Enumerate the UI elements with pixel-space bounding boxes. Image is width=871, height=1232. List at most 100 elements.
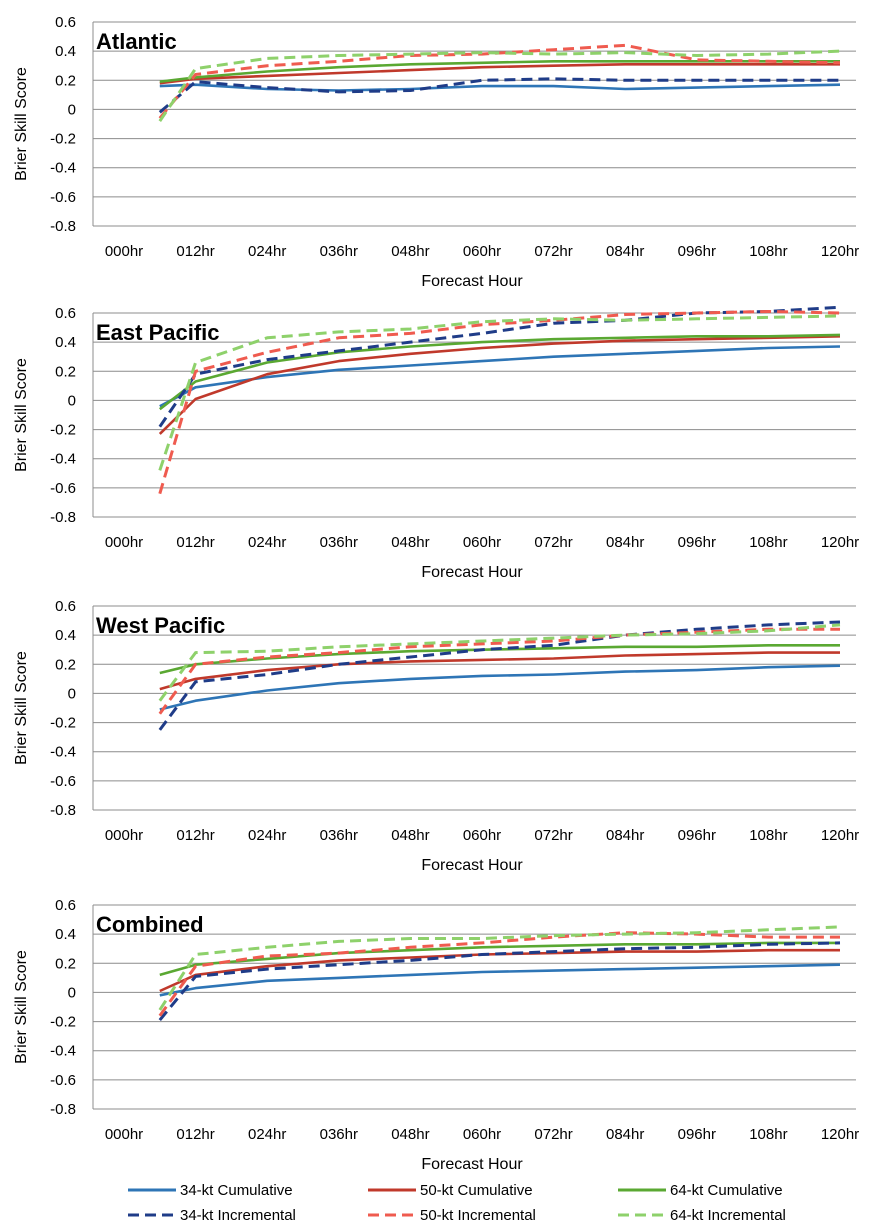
y-tick-label: -0.2 <box>50 1014 76 1031</box>
x-tick-label: 024hr <box>248 534 286 551</box>
y-tick-label: 0.4 <box>55 627 76 644</box>
x-tick-label: 048hr <box>391 827 429 844</box>
y-tick-label: -0.6 <box>50 1072 76 1089</box>
y-tick-label: -0.8 <box>50 802 76 819</box>
x-axis-title: Forecast Hour <box>421 857 523 874</box>
x-tick-label: 084hr <box>606 534 644 551</box>
x-tick-label: 108hr <box>749 827 787 844</box>
legend-label: 50-kt Incremental <box>420 1207 536 1224</box>
x-tick-label: 012hr <box>176 1126 214 1143</box>
series-line-64-kt-incremental <box>158 623 841 702</box>
x-tick-label: 060hr <box>463 827 501 844</box>
x-tick-label: 120hr <box>821 243 859 260</box>
y-tick-label: -0.8 <box>50 509 76 526</box>
x-tick-label: 012hr <box>176 827 214 844</box>
y-tick-label: 0 <box>68 392 76 409</box>
y-tick-label: 0.4 <box>55 926 76 943</box>
x-tick-label: 024hr <box>248 243 286 260</box>
y-tick-label: -0.8 <box>50 218 76 235</box>
y-tick-label: -0.4 <box>50 1043 76 1060</box>
series-line-34-kt-incremental <box>158 941 841 1022</box>
x-tick-label: 024hr <box>248 827 286 844</box>
x-tick-label: 048hr <box>391 243 429 260</box>
y-tick-label: -0.4 <box>50 744 76 761</box>
y-axis-title: Brier Skill Score <box>13 67 30 181</box>
series-line-50-kt-cumulative <box>159 651 840 691</box>
series-line-64-kt-incremental <box>158 49 841 122</box>
y-tick-label: 0 <box>68 101 76 118</box>
chart-panel-3: 0.6 0.4 0.2 0 -0.2 -0.4 -0.6 -0.8 000hr 012hr 024h… <box>13 598 859 874</box>
series-line-34-kt-incremental <box>158 77 840 114</box>
y-tick-label: -0.6 <box>50 189 76 206</box>
x-tick-label: 120hr <box>821 827 859 844</box>
x-tick-label: 120hr <box>821 1126 859 1143</box>
x-tick-label: 108hr <box>749 243 787 260</box>
y-tick-label: 0 <box>68 984 76 1001</box>
x-tick-label: 096hr <box>678 1126 716 1143</box>
series-line-50-kt-incremental <box>158 310 841 495</box>
series-line-50-kt-incremental <box>158 931 840 1017</box>
chart-panel-2: 0.6 0.4 0.2 0 -0.2 -0.4 -0.6 -0.8 000hr 012hr 024h… <box>13 305 859 581</box>
y-tick-label: -0.4 <box>50 451 76 468</box>
x-tick-label: 072hr <box>534 1126 572 1143</box>
y-tick-label: 0.2 <box>55 955 76 972</box>
x-tick-label: 000hr <box>105 534 143 551</box>
y-tick-label: -0.2 <box>50 131 76 148</box>
y-tick-label: 0.6 <box>55 14 76 31</box>
chart-panel-4: 0.6 0.4 0.2 0 -0.2 -0.4 -0.6 -0.8 000hr 012hr 024h… <box>13 897 859 1173</box>
x-tick-label: 084hr <box>606 243 644 260</box>
y-tick-label: 0.2 <box>55 363 76 380</box>
legend-label: 50-kt Cumulative <box>420 1182 533 1199</box>
x-axis-title: Forecast Hour <box>421 564 523 581</box>
x-tick-label: 072hr <box>534 827 572 844</box>
x-tick-label: 060hr <box>463 534 501 551</box>
y-tick-label: -0.6 <box>50 480 76 497</box>
x-tick-label: 036hr <box>320 827 358 844</box>
series-line-64-kt-cumulative <box>159 333 841 411</box>
y-axis-title: Brier Skill Score <box>13 950 30 1064</box>
legend-label: 34-kt Cumulative <box>180 1182 293 1199</box>
series-line-34-kt-cumulative <box>159 83 841 92</box>
x-tick-label: 000hr <box>105 827 143 844</box>
y-tick-label: -0.6 <box>50 773 76 790</box>
y-tick-label: -0.4 <box>50 160 76 177</box>
x-tick-label: 000hr <box>105 243 143 260</box>
x-tick-label: 084hr <box>606 1126 644 1143</box>
x-tick-label: 096hr <box>678 827 716 844</box>
legend-label: 34-kt Incremental <box>180 1207 296 1224</box>
y-tick-label: 0.6 <box>55 598 76 615</box>
x-tick-label: 108hr <box>749 1126 787 1143</box>
x-tick-label: 048hr <box>391 534 429 551</box>
y-tick-label: 0 <box>68 685 76 702</box>
x-tick-label: 096hr <box>678 534 716 551</box>
y-tick-label: 0.2 <box>55 72 76 89</box>
x-tick-label: 024hr <box>248 1126 286 1143</box>
panel-title: Atlantic <box>96 29 177 54</box>
series-line-34-kt-incremental <box>158 620 841 731</box>
x-tick-label: 084hr <box>606 827 644 844</box>
y-axis-title: Brier Skill Score <box>13 651 30 765</box>
series-line-34-kt-cumulative <box>159 345 841 408</box>
panel-title: West Pacific <box>96 613 225 638</box>
legend-label: 64-kt Cumulative <box>670 1182 783 1199</box>
x-tick-label: 012hr <box>176 534 214 551</box>
y-tick-label: 0.6 <box>55 305 76 322</box>
series-line-34-kt-incremental <box>158 305 841 428</box>
panel-title: Combined <box>96 912 204 937</box>
y-tick-label: -0.2 <box>50 422 76 439</box>
legend: 34-kt Cumulative 50-kt Cumulative 64-kt Cu… <box>128 1182 786 1224</box>
panel-title: East Pacific <box>96 320 220 345</box>
x-tick-label: 108hr <box>749 534 787 551</box>
x-tick-label: 000hr <box>105 1126 143 1143</box>
y-axis-title: Brier Skill Score <box>13 358 30 472</box>
x-tick-label: 060hr <box>463 1126 501 1143</box>
x-tick-label: 036hr <box>320 243 358 260</box>
x-tick-label: 036hr <box>320 1126 358 1143</box>
x-axis-title: Forecast Hour <box>421 1156 523 1173</box>
y-tick-label: 0.6 <box>55 897 76 914</box>
x-tick-label: 048hr <box>391 1126 429 1143</box>
x-tick-label: 060hr <box>463 243 501 260</box>
y-tick-label: 0.4 <box>55 43 76 60</box>
series-line-50-kt-cumulative <box>158 335 841 435</box>
